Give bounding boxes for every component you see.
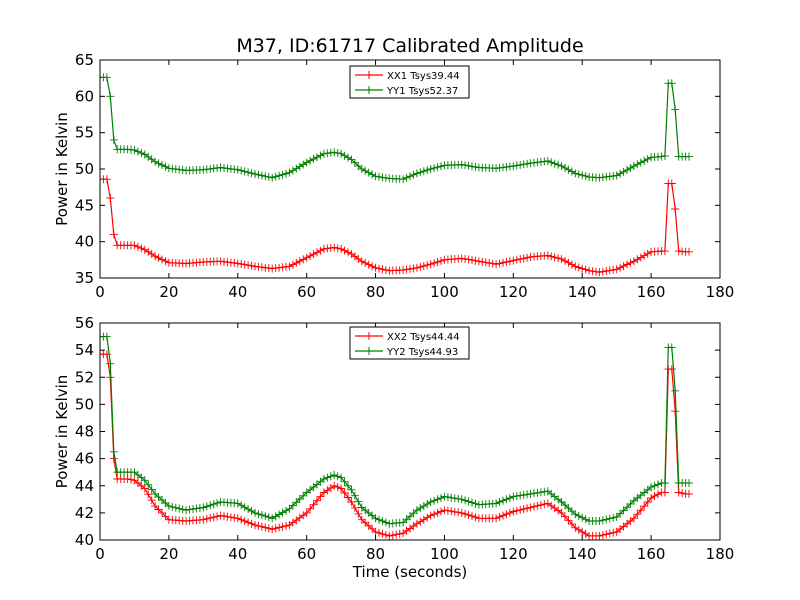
series-markers-1 [100, 175, 693, 277]
y-tick-label: 54 [75, 341, 94, 359]
legend-marker [365, 86, 373, 94]
y-tick-label: 52 [75, 368, 94, 386]
y-tick-label: 44 [75, 477, 94, 495]
x-tick-label: 80 [366, 545, 385, 563]
y-tick-label: 40 [75, 233, 94, 251]
series-markers-1 [100, 350, 693, 540]
x-tick-label: 180 [706, 545, 735, 563]
x-tick-label: 60 [297, 283, 316, 301]
x-tick-label: 0 [95, 283, 105, 301]
y-axis-label: Power in Kelvin [53, 112, 71, 226]
x-tick-label: 0 [95, 545, 105, 563]
legend-label: XX2 Tsys44.44 [387, 332, 460, 343]
x-tick-label: 60 [297, 545, 316, 563]
legend-marker [365, 347, 373, 355]
plot-panels: 0 20 40 60 80 100 120 140 160 180 35 40 45 50 55 60 65 Po… [53, 51, 734, 581]
y-tick-label: 50 [75, 395, 94, 413]
x-tick-label: 140 [568, 283, 597, 301]
legend-label: YY2 Tsys44.93 [386, 347, 458, 358]
y-tick-label: 56 [75, 314, 94, 332]
legend-marker [365, 332, 373, 340]
x-tick-label: 140 [568, 545, 597, 563]
panel-2: 0 20 40 60 80 100 120 140 160 180 40 42 44 46 48 50 52 54… [53, 314, 734, 581]
y-tick-label: 42 [75, 504, 94, 522]
legend-marker [365, 71, 373, 79]
y-tick-label: 65 [75, 51, 94, 69]
series-markers-2 [100, 332, 693, 528]
x-tick-label: 100 [430, 283, 459, 301]
panel-1: 0 20 40 60 80 100 120 140 160 180 35 40 45 50 55 60 65 Po… [53, 51, 734, 301]
x-tick-label: 80 [366, 283, 385, 301]
x-tick-label: 100 [430, 545, 459, 563]
plot-area [100, 73, 693, 277]
y-tick-label: 45 [75, 196, 94, 214]
x-tick-label: 40 [228, 283, 247, 301]
x-tick-label: 120 [499, 545, 528, 563]
y-tick-label: 46 [75, 450, 94, 468]
legend-box [349, 326, 470, 360]
x-tick-label: 40 [228, 545, 247, 563]
legend: XX2 Tsys44.44 YY2 Tsys44.93 [349, 326, 470, 360]
x-tick-label: 160 [637, 283, 666, 301]
y-tick-label: 55 [75, 124, 94, 142]
x-tick-label: 180 [706, 283, 735, 301]
legend: XX1 Tsys39.44 YY1 Tsys52.37 [349, 65, 470, 99]
y-tick-label: 40 [75, 531, 94, 549]
series-markers-2 [100, 73, 693, 184]
y-tick-label: 48 [75, 423, 94, 441]
y-tick-label: 50 [75, 160, 94, 178]
x-tick-label: 20 [159, 545, 178, 563]
plot-area [100, 332, 693, 540]
legend-label: YY1 Tsys52.37 [386, 86, 458, 97]
x-tick-label: 120 [499, 283, 528, 301]
chart-title: M37, ID:61717 Calibrated Amplitude [236, 35, 583, 57]
legend-box [349, 65, 470, 99]
y-tick-label: 35 [75, 269, 94, 287]
y-axis-label: Power in Kelvin [53, 375, 71, 489]
x-axis-label: Time (seconds) [352, 563, 468, 581]
y-tick-label: 60 [75, 87, 94, 105]
legend-label: XX1 Tsys39.44 [387, 71, 460, 82]
x-tick-label: 20 [159, 283, 178, 301]
x-tick-label: 160 [637, 545, 666, 563]
